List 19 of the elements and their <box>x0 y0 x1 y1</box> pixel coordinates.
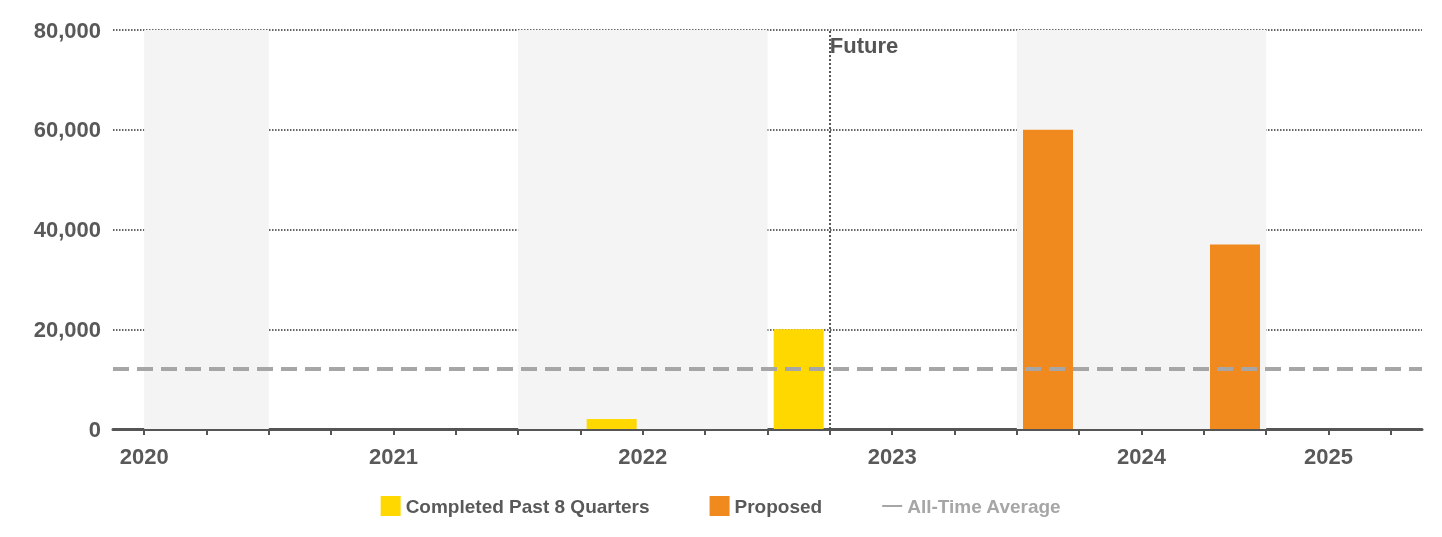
ref-line-label: Future <box>829 32 899 58</box>
y-tick-label: 60,000 <box>33 117 101 143</box>
x-tick-label: 2023 <box>867 443 917 469</box>
legend-label: Completed Past 8 Quarters <box>405 495 650 517</box>
bar <box>1210 244 1260 429</box>
x-tick-label: 2025 <box>1304 443 1353 469</box>
y-tick-label: 0 <box>88 416 101 442</box>
x-tick-label: 2022 <box>618 443 668 469</box>
y-tick-label: 40,000 <box>33 217 101 242</box>
x-tick-label: 2024 <box>1117 443 1167 469</box>
y-tick-label: 20,000 <box>33 316 101 342</box>
y-tick-label: 80,000 <box>33 17 101 43</box>
bar <box>773 329 824 429</box>
bar <box>586 419 637 429</box>
x-tick-label: 2021 <box>369 443 418 469</box>
bar <box>1023 129 1073 429</box>
x-tick-label: 2020 <box>119 443 169 469</box>
legend-label: Proposed <box>734 495 823 517</box>
legend-label: All-Time Average <box>907 495 1061 517</box>
